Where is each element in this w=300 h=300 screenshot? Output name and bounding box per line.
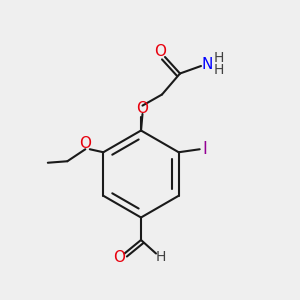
Text: H: H	[155, 250, 166, 264]
Text: O: O	[136, 101, 148, 116]
Text: O: O	[113, 250, 125, 265]
Text: N: N	[202, 57, 213, 72]
Text: O: O	[154, 44, 166, 59]
Text: O: O	[79, 136, 91, 152]
Text: I: I	[202, 140, 208, 158]
Text: H: H	[213, 64, 224, 77]
Text: H: H	[213, 52, 224, 65]
